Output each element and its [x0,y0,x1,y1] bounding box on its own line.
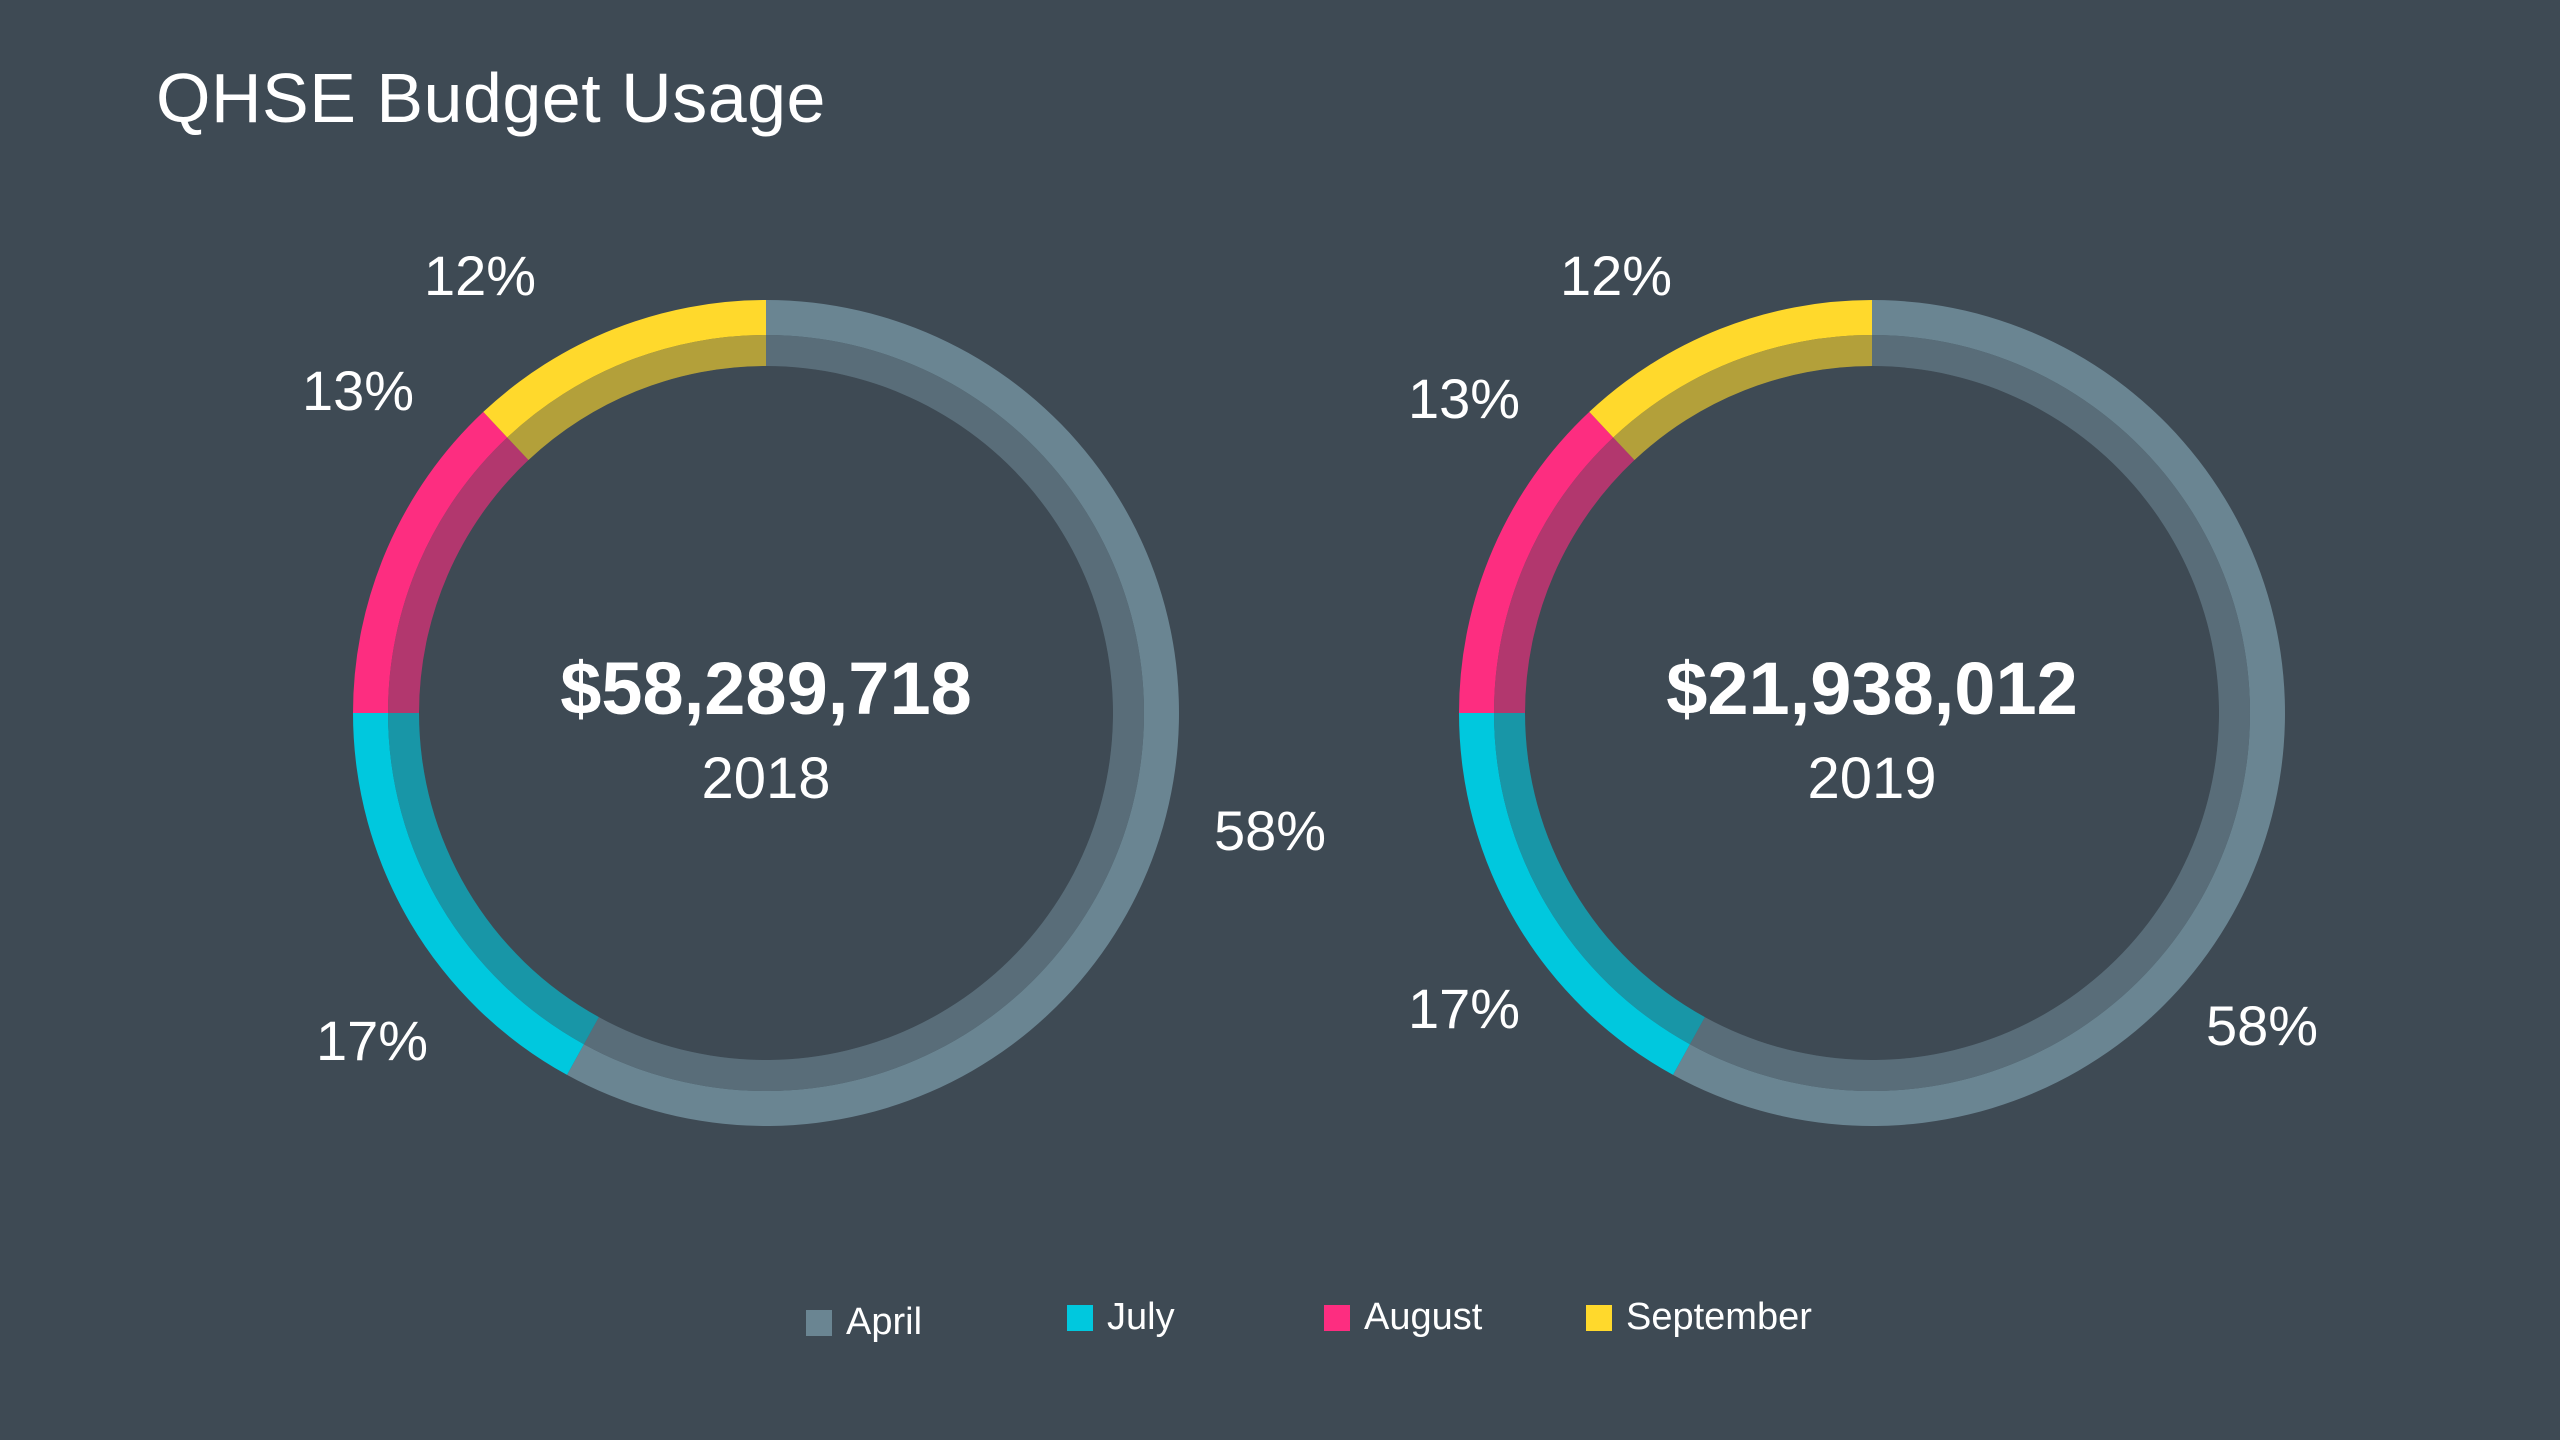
donut-slice-shade-september [507,335,766,461]
donut-slice-september [1589,300,1872,438]
data-label-july: 17% [1408,977,1520,1040]
donut-slice-july [353,713,584,1075]
data-label-july: 17% [316,1009,428,1072]
donut-slice-august [353,411,508,713]
donut-slice-inner-august [388,437,529,713]
donut-slice-inner-july [1493,713,1705,1045]
legend-label-july: July [1107,1296,1175,1338]
donut-slice-september [483,300,766,438]
donut-slice-shade-july [388,713,599,1045]
data-label-september: 12% [424,244,536,307]
legend-swatch-april [806,1309,832,1336]
legend-item-july: July [1067,1296,1175,1339]
donut-slice-shade-july [1493,713,1705,1045]
donut-year: 2018 [701,746,830,811]
donut-slice-shade-august [1494,437,1635,713]
legend-swatch-august [1324,1304,1350,1331]
chart-title: QHSE Budget Usage [156,59,826,137]
legend: April July August September [0,1296,2560,1346]
data-label-august: 13% [302,359,414,422]
data-label-april: 58% [2206,994,2318,1057]
legend-swatch-july [1067,1304,1093,1331]
legend-item-september: September [1586,1296,1812,1339]
donut-slice-inner-august [1494,437,1635,713]
legend-label-september: September [1626,1296,1812,1338]
donut-slice-inner-july [388,713,599,1045]
donut-slice-august [1459,411,1614,713]
legend-item-april: April [806,1301,922,1344]
legend-item-august: August [1324,1296,1482,1339]
donut-chart-2019: 58% 17% 13% 12% $21,938,012 2019 [1408,244,2318,1126]
donut-slice-inner-september [507,335,766,461]
donut-slice-shade-august [388,437,529,713]
donut-slice-inner-september [1613,335,1872,461]
donut-year: 2019 [1807,746,1936,811]
donut-total: $58,289,718 [560,647,972,730]
data-label-april: 58% [1214,799,1326,862]
donut-total: $21,938,012 [1666,647,2078,730]
data-label-august: 13% [1408,367,1520,430]
data-label-september: 12% [1560,244,1672,307]
legend-label-august: August [1364,1296,1483,1338]
donut-slice-shade-september [1613,335,1872,461]
donut-slice-july [1459,713,1690,1075]
legend-label-april: April [846,1301,923,1343]
legend-swatch-september [1586,1304,1612,1331]
donut-chart-2018: 58% 17% 13%12% $58,289,718 2018 [302,244,1326,1126]
